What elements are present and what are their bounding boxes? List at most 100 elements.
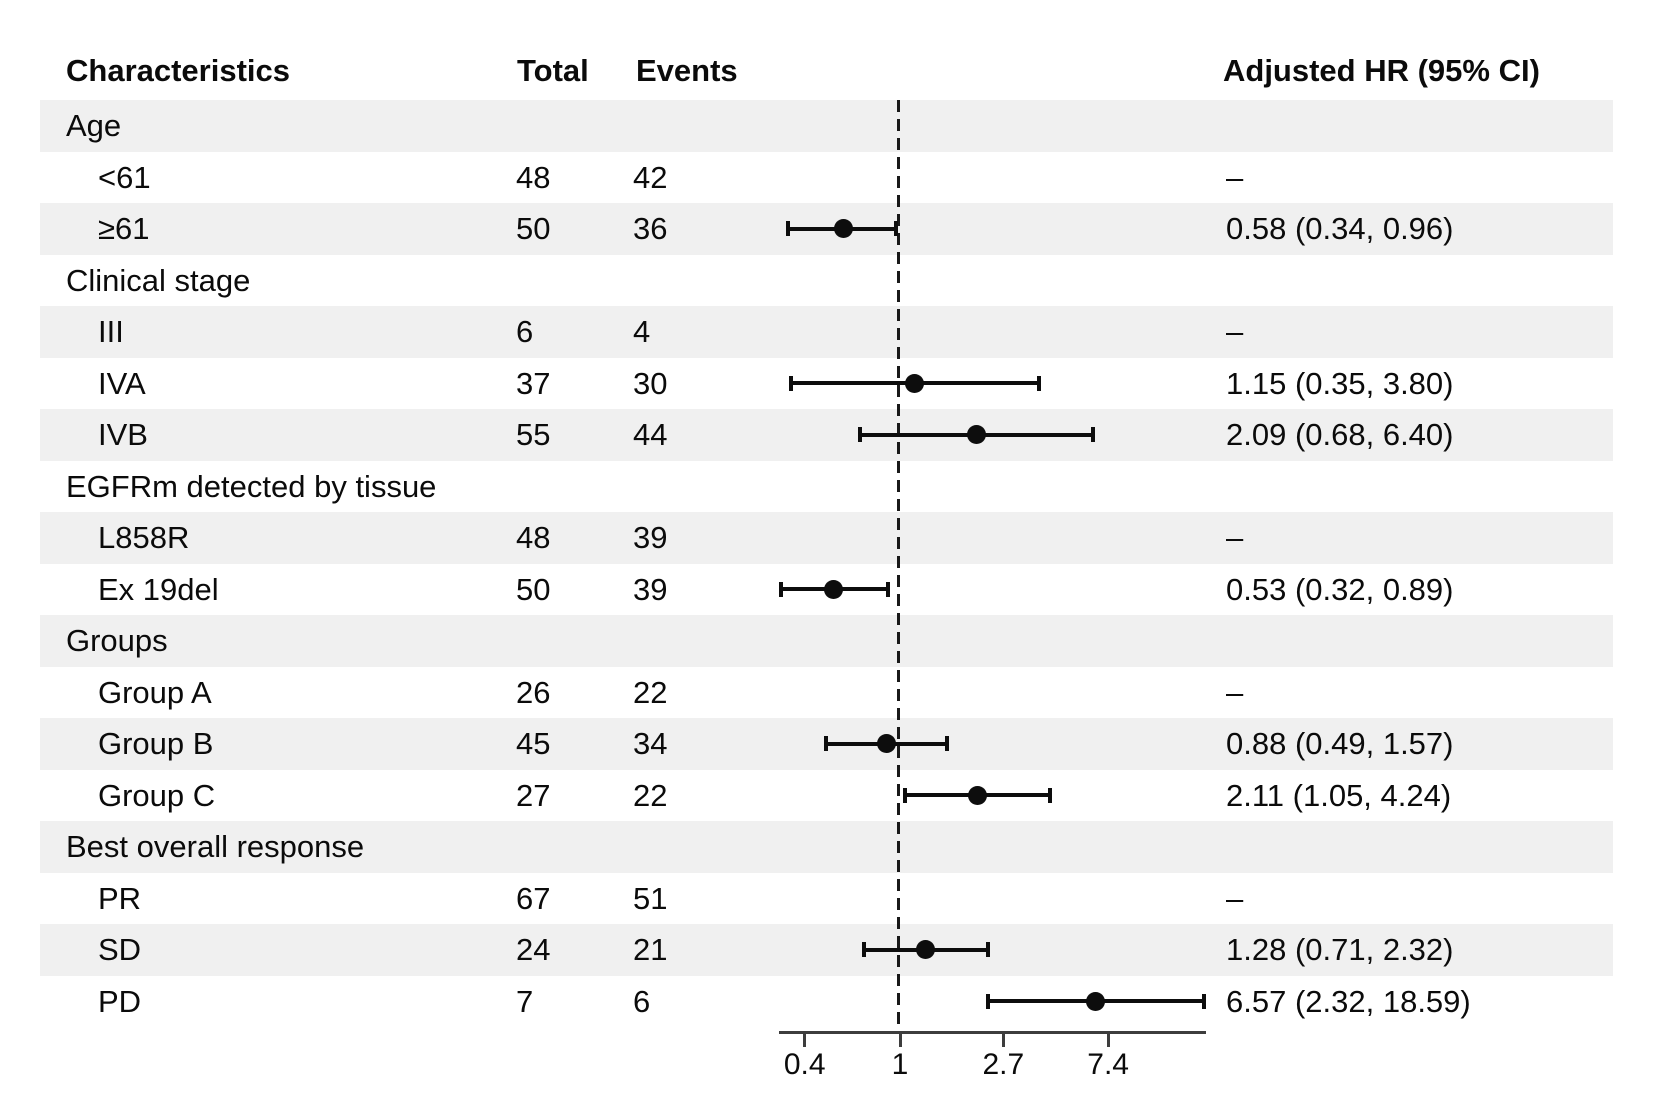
row-item-label: SD (98, 932, 142, 968)
row-hr-ci-value: 6.57 (2.32, 18.59) (1226, 983, 1471, 1019)
row-total-value: 55 (516, 417, 551, 453)
row-item-label: L858R (98, 520, 190, 556)
ci-cap-left (788, 375, 793, 391)
row-events-value: 22 (633, 777, 668, 813)
row-total-value: 37 (516, 365, 551, 401)
point-estimate-marker (833, 219, 853, 239)
row-events-value: 6 (633, 983, 651, 1019)
row-events-value: 39 (633, 571, 668, 607)
ci-cap-left (985, 993, 990, 1009)
row-hr-ci-value: – (1226, 880, 1244, 916)
column-header-characteristics: Characteristics (66, 52, 291, 88)
ci-cap-right (985, 942, 990, 958)
row-item-label: Group A (98, 674, 212, 710)
column-header-total: Total (517, 52, 589, 88)
ci-cap-right (1048, 787, 1053, 803)
point-estimate-marker (877, 734, 897, 754)
row-hr-ci-value: – (1226, 159, 1244, 195)
axis-tick (803, 1031, 807, 1047)
row-shading-band (40, 924, 1613, 976)
row-item-label: IVA (98, 365, 146, 401)
ci-cap-left (785, 221, 790, 237)
row-total-value: 24 (516, 932, 551, 968)
row-hr-ci-value: 0.53 (0.32, 0.89) (1226, 571, 1454, 607)
row-hr-ci-value: 2.11 (1.05, 4.24) (1226, 777, 1452, 813)
x-axis-line (779, 1031, 1206, 1034)
point-estimate-marker (824, 579, 844, 599)
row-item-label: PR (98, 880, 142, 916)
point-estimate-marker (905, 373, 925, 393)
row-total-value: 48 (516, 159, 551, 195)
row-total-value: 67 (516, 880, 551, 916)
row-shading-band (40, 615, 1613, 667)
row-events-value: 44 (633, 417, 668, 453)
row-events-value: 34 (633, 726, 668, 762)
ci-cap-left (857, 427, 862, 443)
row-item-label: Ex 19del (98, 571, 219, 607)
row-total-value: 7 (516, 983, 534, 1019)
ci-cap-right (1201, 993, 1206, 1009)
row-group-label: Best overall response (66, 829, 365, 865)
row-events-value: 21 (633, 932, 668, 968)
row-group-label: Clinical stage (66, 262, 251, 298)
row-total-value: 50 (516, 211, 551, 247)
row-events-value: 30 (633, 365, 668, 401)
ci-cap-right (885, 581, 890, 597)
row-group-label: EGFRm detected by tissue (66, 468, 437, 504)
ci-cap-right (1036, 375, 1041, 391)
axis-tick (1001, 1031, 1005, 1047)
point-estimate-marker (968, 785, 988, 805)
row-hr-ci-value: 0.88 (0.49, 1.57) (1226, 726, 1454, 762)
axis-tick (898, 1031, 902, 1047)
row-shading-band (40, 821, 1613, 873)
row-hr-ci-value: 2.09 (0.68, 6.40) (1226, 417, 1454, 453)
row-hr-ci-value: 1.15 (0.35, 3.80) (1226, 365, 1454, 401)
axis-tick (1106, 1031, 1110, 1047)
row-item-label: <61 (98, 159, 151, 195)
column-header-adjusted-hr: Events (636, 52, 738, 88)
row-hr-ci-value: 0.58 (0.34, 0.96) (1226, 211, 1454, 247)
row-item-label: PD (98, 983, 142, 1019)
row-total-value: 27 (516, 777, 551, 813)
reference-line-hr1 (897, 100, 900, 1031)
row-events-value: 4 (633, 314, 651, 350)
row-group-label: Age (66, 108, 122, 144)
ci-cap-left (862, 942, 867, 958)
row-shading-band (40, 512, 1613, 564)
row-item-label: Group B (98, 726, 214, 762)
point-estimate-marker (967, 425, 987, 445)
row-total-value: 50 (516, 571, 551, 607)
row-total-value: 48 (516, 520, 551, 556)
point-estimate-marker (916, 940, 936, 960)
column-header-hr-ci: Adjusted HR (95% CI) (1223, 52, 1540, 88)
ci-cap-left (823, 736, 828, 752)
ci-cap-right (893, 221, 898, 237)
row-item-label: III (98, 314, 124, 350)
axis-tick-label: 0.4 (783, 1048, 826, 1081)
row-item-label: ≥61 (98, 211, 150, 247)
ci-cap-left (779, 581, 784, 597)
row-shading-band (40, 100, 1613, 152)
row-hr-ci-value: – (1226, 674, 1244, 710)
axis-tick-label: 7.4 (1087, 1048, 1129, 1081)
row-hr-ci-value: – (1226, 314, 1244, 350)
row-group-label: Groups (66, 623, 168, 659)
row-total-value: 45 (516, 726, 551, 762)
row-events-value: 42 (633, 159, 668, 195)
row-events-value: 51 (633, 880, 668, 916)
row-hr-ci-value: 1.28 (0.71, 2.32) (1226, 932, 1454, 968)
axis-tick-label: 1 (891, 1048, 909, 1081)
row-total-value: 6 (516, 314, 534, 350)
point-estimate-marker (1086, 991, 1106, 1011)
row-total-value: 26 (516, 674, 551, 710)
row-events-value: 39 (633, 520, 668, 556)
ci-cap-right (1091, 427, 1096, 443)
row-item-label: IVB (98, 417, 148, 453)
row-shading-band (40, 306, 1613, 358)
axis-tick-label: 2.7 (982, 1048, 1025, 1081)
row-shading-band (40, 409, 1613, 461)
row-hr-ci-value: – (1226, 520, 1244, 556)
row-item-label: Group C (98, 777, 216, 813)
row-events-value: 36 (633, 211, 668, 247)
